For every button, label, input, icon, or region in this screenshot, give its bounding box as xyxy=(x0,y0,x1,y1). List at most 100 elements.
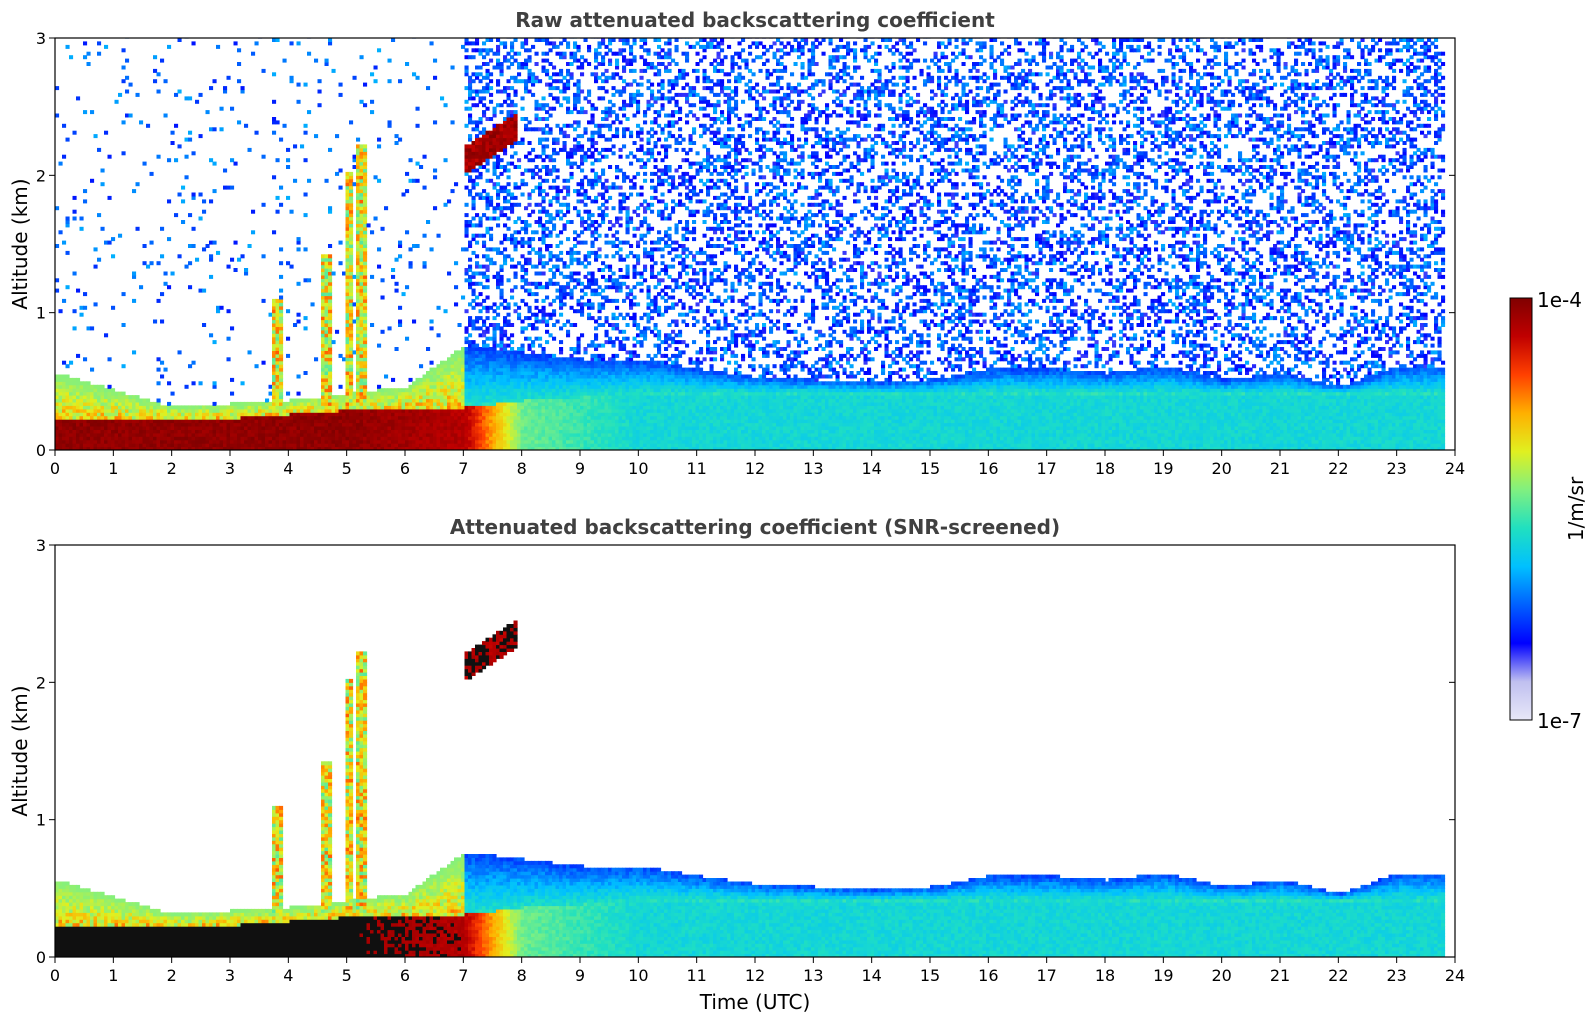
heatmap-cell xyxy=(65,443,70,448)
heatmap-cell xyxy=(209,432,214,437)
heatmap-cell xyxy=(552,158,557,163)
heatmap-cell xyxy=(321,439,326,444)
heatmap-cell xyxy=(464,202,469,207)
heatmap-cell xyxy=(275,347,280,351)
heatmap-cell xyxy=(286,432,291,437)
heatmap-cell xyxy=(233,426,238,430)
heatmap-cell xyxy=(482,271,487,276)
heatmap-cell xyxy=(345,199,350,204)
heatmap-cell xyxy=(349,415,354,420)
heatmap-cell xyxy=(503,41,508,46)
heatmap-cell xyxy=(562,75,567,80)
heatmap-cell xyxy=(272,312,277,317)
heatmap-cell xyxy=(258,446,263,450)
heatmap-cell xyxy=(429,422,434,427)
heatmap-cell xyxy=(426,398,431,403)
heatmap-cell xyxy=(254,364,259,369)
heatmap-cell xyxy=(275,319,280,324)
heatmap-cell xyxy=(499,343,504,348)
heatmap-cell xyxy=(426,384,431,389)
heatmap-cell xyxy=(517,405,522,410)
heatmap-cell xyxy=(111,443,116,448)
heatmap-cell xyxy=(167,426,172,430)
heatmap-cell xyxy=(485,374,490,379)
heatmap-cell xyxy=(468,316,473,321)
heatmap-cell xyxy=(349,274,354,279)
heatmap-cell xyxy=(83,405,88,410)
heatmap-cell xyxy=(548,244,553,248)
heatmap-cell xyxy=(405,446,410,450)
heatmap-cell xyxy=(212,439,217,444)
heatmap-cell xyxy=(121,292,126,297)
heatmap-cell xyxy=(482,285,487,290)
heatmap-cell xyxy=(345,436,350,441)
heatmap-cell xyxy=(79,429,84,434)
heatmap-cell xyxy=(485,395,490,400)
heatmap-cell xyxy=(153,443,158,448)
heatmap-cell xyxy=(286,426,291,430)
heatmap-cell xyxy=(496,412,501,417)
heatmap-cell xyxy=(160,422,165,427)
heatmap-cell xyxy=(254,443,259,448)
heatmap-cell xyxy=(342,395,347,400)
heatmap-cell xyxy=(300,398,305,403)
heatmap-cell xyxy=(415,443,420,448)
heatmap-cell xyxy=(527,353,532,358)
heatmap-cell xyxy=(419,415,424,420)
heatmap-cell xyxy=(422,391,427,396)
heatmap-cell xyxy=(471,305,476,310)
heatmap-cell xyxy=(195,443,200,448)
heatmap-cell xyxy=(324,350,329,355)
heatmap-cell xyxy=(335,395,340,400)
heatmap-cell xyxy=(272,38,277,42)
heatmap-cell xyxy=(387,412,392,417)
heatmap-cell xyxy=(226,412,231,417)
heatmap-cell xyxy=(118,415,123,420)
heatmap-cell xyxy=(76,391,81,396)
heatmap-cell xyxy=(97,412,102,417)
heatmap-cell xyxy=(485,216,490,221)
heatmap-cell xyxy=(398,405,403,410)
heatmap-cell xyxy=(289,412,294,417)
heatmap-cell xyxy=(478,137,483,142)
heatmap-cell xyxy=(223,419,228,424)
heatmap-cell xyxy=(475,223,480,228)
heatmap-cell xyxy=(356,305,361,310)
heatmap-cell xyxy=(478,96,483,101)
heatmap-cell xyxy=(324,298,329,303)
heatmap-cell xyxy=(482,439,487,444)
heatmap-cell xyxy=(559,209,564,214)
heatmap-cell xyxy=(118,422,123,427)
heatmap-cell xyxy=(555,254,560,259)
heatmap-cell xyxy=(310,429,315,434)
heatmap-cell xyxy=(405,422,410,427)
heatmap-cell xyxy=(534,230,539,235)
heatmap-cell xyxy=(65,137,70,142)
heatmap-cell xyxy=(62,384,67,389)
heatmap-cell xyxy=(352,319,357,324)
heatmap-cell xyxy=(163,367,168,372)
heatmap-cell xyxy=(391,439,396,444)
heatmap-cell xyxy=(153,432,158,437)
heatmap-cell xyxy=(349,257,354,262)
heatmap-cell xyxy=(317,398,322,403)
heatmap-cell xyxy=(356,436,361,441)
heatmap-cell xyxy=(398,305,403,310)
heatmap-cell xyxy=(118,432,123,437)
heatmap-cell xyxy=(104,401,109,406)
heatmap-cell xyxy=(496,127,501,132)
heatmap-cell xyxy=(279,261,284,266)
heatmap-cell xyxy=(468,144,473,149)
heatmap-cell xyxy=(230,426,235,430)
heatmap-cell xyxy=(513,395,518,400)
heatmap-cell xyxy=(349,250,354,255)
heatmap-cell xyxy=(363,432,368,437)
heatmap-cell xyxy=(156,415,161,420)
heatmap-cell xyxy=(317,412,322,417)
heatmap-cell xyxy=(349,374,354,379)
heatmap-cell xyxy=(72,446,77,450)
heatmap-cell xyxy=(83,426,88,430)
heatmap-cell xyxy=(464,347,469,351)
heatmap-cell xyxy=(324,443,329,448)
heatmap-cell xyxy=(534,312,539,317)
